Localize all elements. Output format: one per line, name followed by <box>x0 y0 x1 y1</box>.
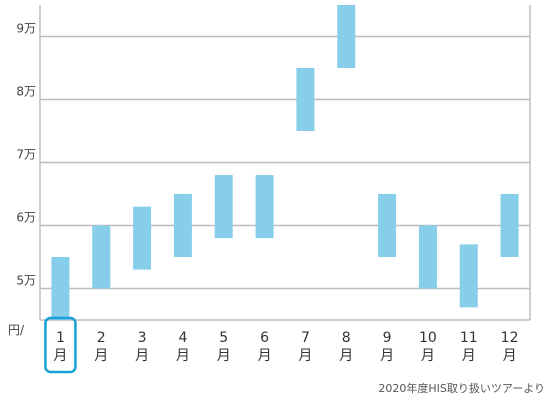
month-number: 12 <box>501 330 519 346</box>
range-bar <box>92 225 111 289</box>
month-suffix: 月 <box>298 348 312 364</box>
month-suffix: 月 <box>258 348 272 364</box>
range-bar <box>378 194 397 257</box>
month-suffix: 月 <box>421 348 435 364</box>
bars <box>51 5 519 320</box>
range-bar <box>418 225 437 289</box>
month-number: 4 <box>178 330 187 346</box>
month-suffix: 月 <box>135 348 149 364</box>
y-tick-label: 5万 <box>16 274 36 288</box>
range-bar <box>214 175 233 239</box>
month-number: 10 <box>419 330 437 346</box>
month-suffix: 月 <box>53 348 67 364</box>
y-tick-label: 8万 <box>16 85 36 99</box>
range-bar <box>296 68 315 131</box>
y-tick-label: 7万 <box>16 148 36 162</box>
y-tick-label: 9万 <box>16 22 36 36</box>
range-bar <box>459 244 478 308</box>
range-bar <box>255 175 274 239</box>
month-number: 11 <box>460 330 478 346</box>
grid-lines <box>39 5 531 321</box>
month-number: 8 <box>342 330 351 346</box>
month-suffix: 月 <box>462 348 476 364</box>
month-number: 9 <box>383 330 392 346</box>
month-suffix: 月 <box>503 348 517 364</box>
y-unit-label: 円/ <box>8 323 25 337</box>
month-suffix: 月 <box>380 348 394 364</box>
y-axis-ticks: 5万 6万 7万 8万 9万 <box>16 22 36 288</box>
highlight-frame <box>44 316 77 374</box>
month-suffix: 月 <box>176 348 190 364</box>
month-number: 3 <box>138 330 147 346</box>
month-suffix: 月 <box>339 348 353 364</box>
x-axis-labels: 1 月 2 月 3 月 4 月 5 月 6 月 7 月 8 月 9 月 10 月 11 月 12 月 <box>44 316 519 374</box>
month-suffix: 月 <box>217 348 231 364</box>
month-number: 7 <box>301 330 310 346</box>
range-bar <box>500 194 519 257</box>
range-bar <box>51 257 70 320</box>
range-bar <box>173 194 192 257</box>
month-suffix: 月 <box>94 348 108 364</box>
month-number: 5 <box>219 330 228 346</box>
month-number: 6 <box>260 330 269 346</box>
range-bar <box>133 206 152 270</box>
y-tick-label: 6万 <box>16 211 36 225</box>
source-note: 2020年度HIS取り扱いツアーより <box>378 381 545 395</box>
month-number: 1 <box>56 330 65 346</box>
range-bar <box>337 5 356 68</box>
month-number: 2 <box>97 330 106 346</box>
